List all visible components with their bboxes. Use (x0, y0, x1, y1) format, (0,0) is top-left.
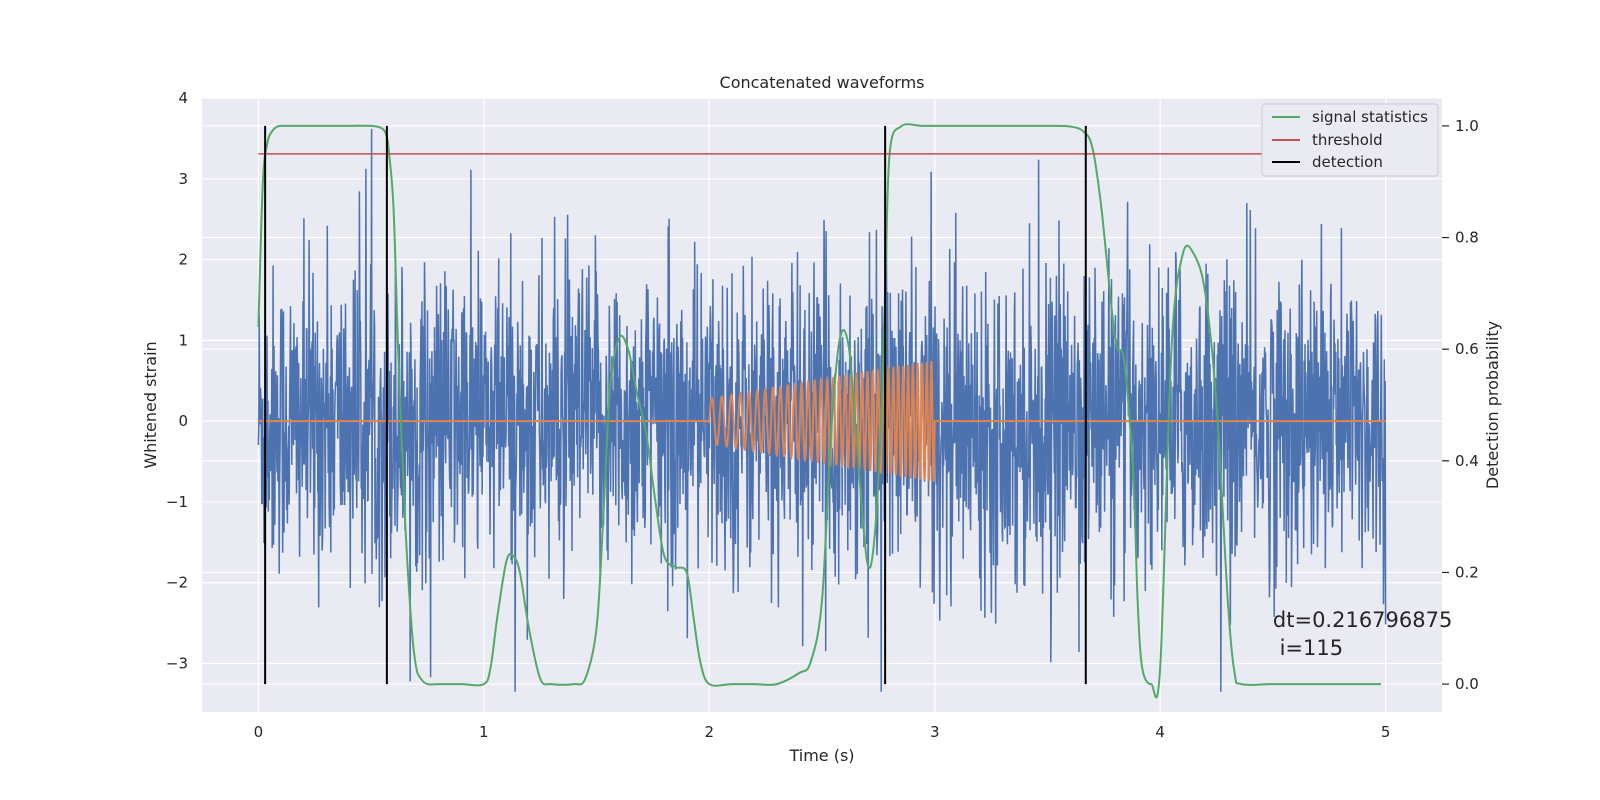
chart-title: Concatenated waveforms (720, 73, 925, 92)
y-tick-label: 0 (178, 412, 188, 430)
legend-label-signal-statistics: signal statistics (1312, 108, 1428, 126)
x-axis-title: Time (s) (788, 746, 854, 765)
y-tick-label: 4 (178, 89, 188, 107)
annotation-dt: dt=0.216796875 (1273, 608, 1452, 632)
y-tick-label: −2 (166, 574, 188, 592)
x-tick-label: 3 (930, 723, 940, 741)
y-tick-label: −1 (166, 493, 188, 511)
x-tick-label: 0 (254, 723, 264, 741)
y2-tick-label: 0.4 (1455, 452, 1479, 470)
dt-annotation: dt=0.216796875 i=115 (1273, 608, 1452, 660)
injected-waveform-line (258, 360, 1386, 482)
signal-statistics-series (257, 123, 1382, 699)
y-tick-label: 3 (178, 170, 188, 188)
y-axis-ticks: −3 −2 −1 0 1 2 3 4 (166, 89, 188, 673)
legend-label-threshold: threshold (1312, 131, 1383, 149)
x-tick-label: 2 (704, 723, 714, 741)
y-axis-title: Whitened strain (141, 341, 160, 468)
y2-axis-title: Detection probability (1483, 321, 1502, 489)
y2-tick-label: 0.0 (1455, 675, 1479, 693)
injected-waveform-series (258, 360, 1386, 482)
y-tick-label: 1 (178, 331, 188, 349)
annotation-index: i=115 (1273, 636, 1343, 660)
y-tick-label: −3 (166, 655, 188, 673)
signal-statistics-line (257, 123, 1382, 699)
x-tick-label: 5 (1381, 723, 1391, 741)
detection-series (264, 125, 1087, 685)
y2-axis-ticks: 0.0 0.2 0.4 0.6 0.8 1.0 (1442, 117, 1479, 693)
y-tick-label: 2 (178, 251, 188, 269)
y2-tick-label: 0.8 (1455, 229, 1479, 247)
y2-tick-label: 0.2 (1455, 563, 1479, 581)
x-axis-ticks: 0 1 2 3 4 5 (254, 723, 1391, 741)
y2-tick-label: 0.6 (1455, 340, 1479, 358)
y2-tick-label: 1.0 (1455, 117, 1479, 135)
legend-label-detection: detection (1312, 153, 1383, 171)
x-tick-label: 1 (479, 723, 489, 741)
legend-box (1261, 103, 1439, 177)
legend: signal statistics threshold detection (1261, 103, 1439, 177)
x-tick-label: 4 (1155, 723, 1165, 741)
